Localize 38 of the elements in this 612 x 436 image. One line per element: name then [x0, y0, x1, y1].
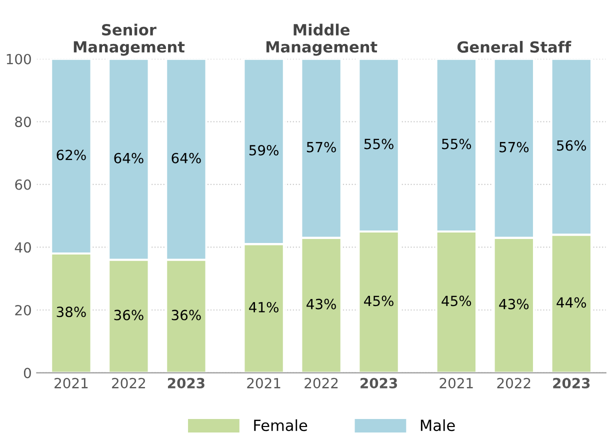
data-label: 55%: [364, 138, 394, 150]
data-label: 57%: [306, 142, 336, 152]
x-tick-label: 2022: [112, 378, 145, 388]
x-tick-label: 2022: [497, 378, 530, 388]
data-label: 62%: [56, 150, 86, 160]
data-label: 41%: [249, 302, 278, 312]
data-label: 64%: [114, 152, 144, 164]
y-tick-label: 80: [15, 116, 31, 128]
data-label: 56%: [557, 140, 586, 151]
data-label: 57%: [500, 142, 529, 152]
text: General Staff: [457, 40, 572, 53]
legend-label: Female: [254, 419, 308, 432]
y-tick-label: 100: [6, 54, 31, 64]
data-label: 43%: [306, 298, 336, 310]
x-tick-label: 2021: [54, 378, 88, 388]
y-tick-label: 20: [15, 304, 31, 316]
text: Middle Management: [266, 24, 378, 56]
data-label: 36%: [114, 310, 144, 320]
legend-label: Male: [420, 419, 455, 432]
x-tick-label: 2023: [168, 378, 204, 388]
data-label: 44%: [556, 297, 586, 308]
data-label: 36%: [172, 310, 201, 320]
data-label: 43%: [499, 298, 529, 310]
y-tick-label: 40: [14, 242, 31, 253]
data-label: 59%: [249, 144, 278, 156]
data-label: 45%: [364, 296, 394, 306]
data-label: 55%: [442, 138, 472, 150]
x-tick-label: 2023: [360, 378, 398, 388]
x-tick-label: 2022: [304, 378, 338, 388]
y-tick-label: 0: [24, 368, 31, 378]
x-tick-label: 2023: [553, 378, 590, 388]
text: Senior Management: [74, 24, 185, 56]
data-label: 64%: [172, 152, 201, 164]
data-label: 38%: [56, 306, 86, 318]
data-label: 45%: [442, 296, 472, 306]
y-tick-label: 60: [15, 179, 31, 190]
x-tick-label: 2021: [440, 378, 473, 388]
x-tick-label: 2021: [247, 378, 280, 388]
